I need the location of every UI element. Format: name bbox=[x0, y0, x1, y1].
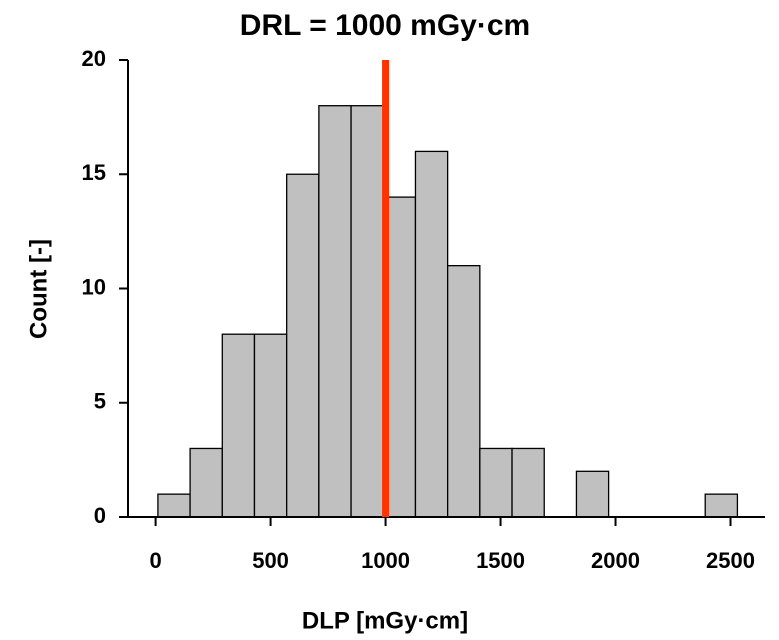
x-tick-label: 1000 bbox=[361, 548, 410, 573]
x-tick-label: 2000 bbox=[591, 548, 640, 573]
x-tick-label: 0 bbox=[149, 548, 161, 573]
bar bbox=[286, 173, 320, 518]
x-tick-label: 500 bbox=[252, 548, 289, 573]
y-tick-label: 10 bbox=[82, 274, 106, 299]
bar bbox=[253, 333, 288, 518]
y-tick-label: 0 bbox=[94, 503, 106, 528]
bar bbox=[446, 264, 481, 518]
bar bbox=[414, 150, 449, 518]
bar bbox=[157, 493, 191, 518]
x-tick-label: 1500 bbox=[476, 548, 525, 573]
bar bbox=[479, 447, 513, 518]
bar bbox=[511, 447, 545, 518]
bar bbox=[350, 105, 384, 518]
bar bbox=[189, 447, 223, 518]
y-tick-label: 5 bbox=[94, 389, 106, 414]
y-tick-label: 20 bbox=[82, 46, 106, 71]
bar bbox=[575, 470, 610, 518]
bar bbox=[221, 333, 256, 518]
x-tick-label: 2500 bbox=[706, 548, 755, 573]
y-tick-label: 15 bbox=[82, 160, 106, 185]
reference-label: DRL = 1000 mGy·cm bbox=[240, 9, 530, 42]
x-axis-label: DLP [mGy·cm] bbox=[302, 607, 468, 634]
bar bbox=[704, 493, 739, 518]
bar bbox=[318, 105, 352, 518]
y-axis-label: Count [-] bbox=[25, 239, 52, 339]
